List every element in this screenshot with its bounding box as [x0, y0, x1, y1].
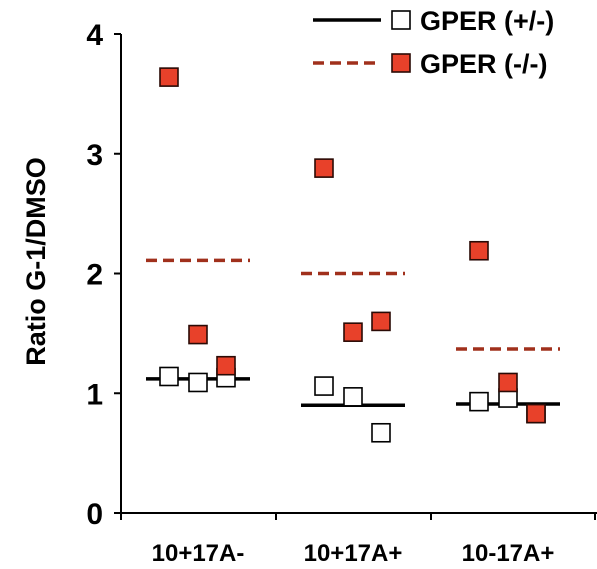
y-axis-title: Ratio G-1/DMSO: [21, 157, 51, 366]
het-data-point: [159, 366, 179, 387]
het-data-point: [371, 422, 391, 443]
y-tick-label: 0: [86, 498, 103, 531]
het-data-point: [314, 376, 334, 396]
legend-label: GPER (+/-): [420, 6, 554, 36]
het-data-point: [469, 391, 489, 412]
het-data-point: [188, 372, 208, 393]
data-markers: [159, 67, 546, 443]
knockout-data-point: [526, 403, 546, 424]
legend-marker-sample: [391, 10, 411, 30]
y-tick-label: 1: [86, 378, 103, 411]
x-category-label: 10+17A-: [152, 540, 245, 567]
knockout-data-point: [188, 324, 208, 345]
category-labels: 10+17A- 10+17A+ 10-17A+: [120, 513, 596, 567]
y-tick-label: 2: [86, 259, 103, 292]
y-ticks: 0 1 2 3 4: [86, 19, 121, 531]
knockout-data-point: [371, 311, 391, 332]
legend-marker-sample: [391, 53, 411, 73]
het-data-point: [343, 387, 363, 407]
knockout-data-point: [498, 372, 518, 393]
legend-label: GPER (-/-): [420, 49, 548, 79]
y-tick-label: 4: [86, 19, 103, 52]
knockout-data-point: [314, 158, 334, 178]
knockout-data-point: [159, 67, 179, 87]
knockout-data-point: [469, 240, 489, 261]
x-category-label: 10+17A+: [304, 540, 403, 567]
knockout-data-point: [343, 322, 363, 342]
legend: GPER (+/-) GPER (-/-): [313, 6, 554, 79]
x-category-label: 10-17A+: [462, 540, 555, 567]
knockout-data-point: [216, 355, 236, 376]
y-tick-label: 3: [86, 139, 103, 172]
